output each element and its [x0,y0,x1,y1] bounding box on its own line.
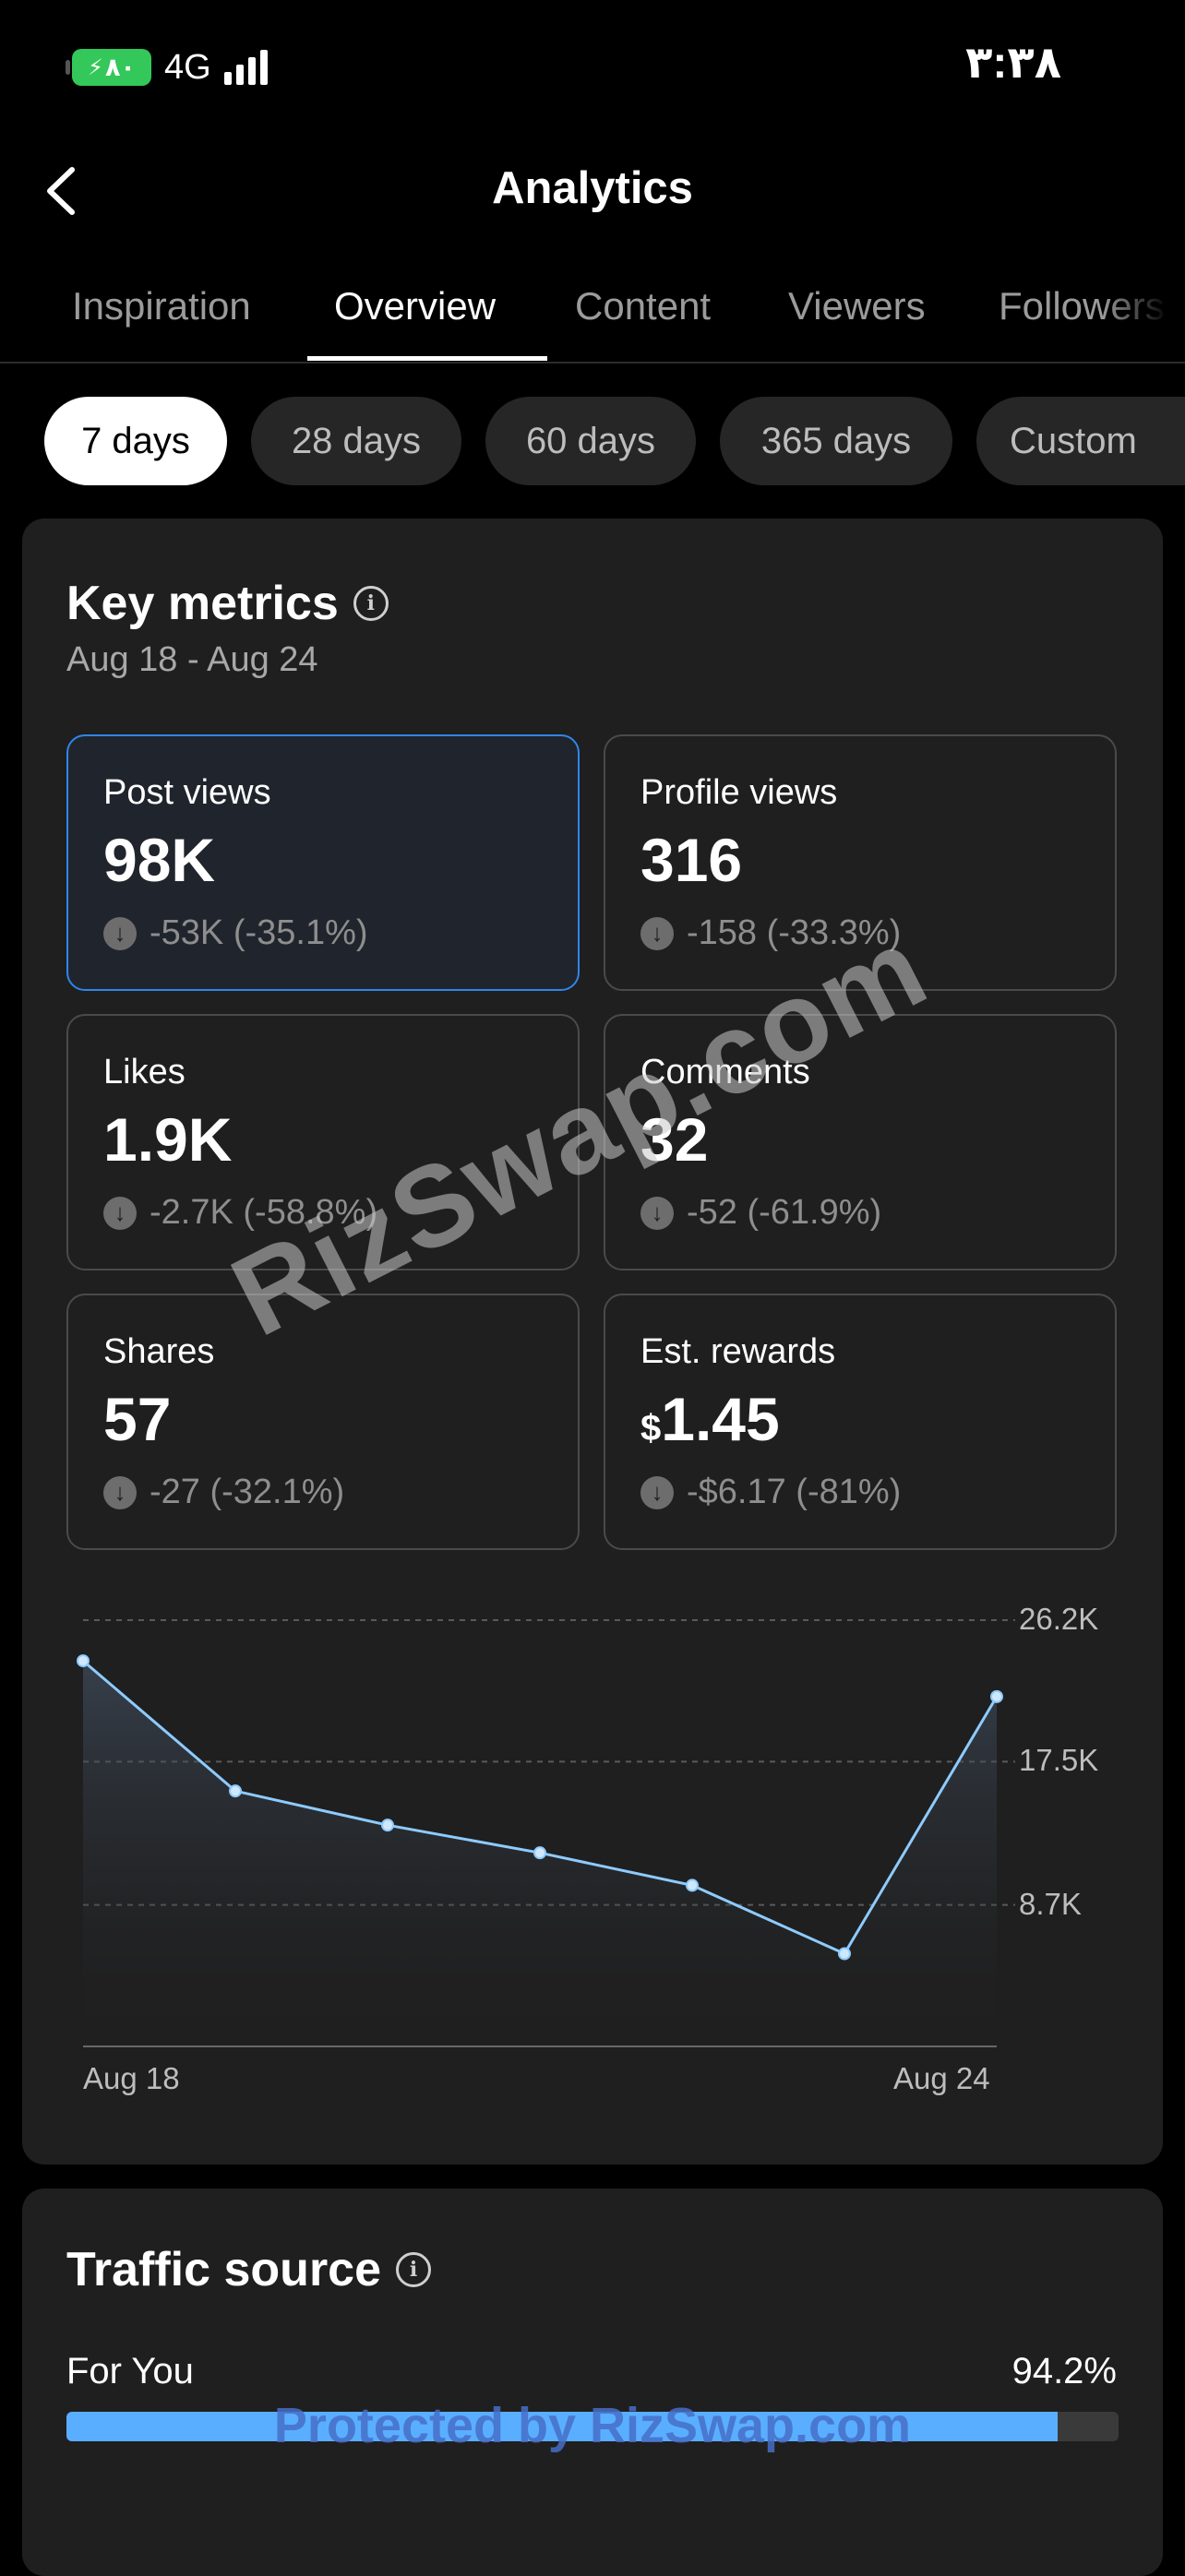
signal-icon [223,50,268,85]
range-28-days[interactable]: 28 days [251,397,461,485]
tab-content[interactable]: Content [575,284,712,328]
key-metrics-title: Key metrics [66,577,339,630]
range-365-days[interactable]: 365 days [720,397,952,485]
traffic-source-bar-fill [66,2412,1058,2441]
data-point[interactable] [686,1878,699,1892]
active-tab-indicator [307,356,547,361]
battery-icon: ⚡ ۸۰ [66,49,151,86]
metric-change: -158 (-33.3%) [687,913,902,952]
watermark-bottom: Protected by RizSwap.com [273,2398,912,2453]
metric-change: -$6.17 (-81%) [687,1473,902,1511]
traffic-source-bar [66,2412,1119,2441]
info-icon[interactable]: i [353,586,389,621]
tabs-fade [1102,277,1185,360]
y-tick-label: 17.5K [1019,1743,1099,1778]
metric-currency: $ [640,1408,662,1449]
range-60-days[interactable]: 60 days [485,397,696,485]
data-point[interactable] [77,1654,90,1668]
status-time: ۳:۳۸ [965,39,1061,88]
data-point[interactable] [838,1947,851,1961]
network-type: 4G [164,47,211,87]
metric-value: 57 [103,1385,172,1453]
metric-comments[interactable]: Comments 32 ↓ -52 (-61.9%) [604,1014,1117,1270]
data-point[interactable] [229,1784,242,1798]
metric-label: Post views [103,773,271,812]
metric-est-rewards[interactable]: Est. rewards $1.45 ↓ -$6.17 (-81%) [604,1294,1117,1550]
y-tick-label: 8.7K [1019,1886,1082,1921]
data-point[interactable] [990,1689,1003,1703]
arrow-down-icon: ↓ [640,1475,674,1509]
metric-change: -27 (-32.1%) [150,1473,345,1511]
metric-value: 1.9K [103,1105,233,1174]
arrow-down-icon: ↓ [103,1475,137,1509]
range-custom[interactable]: Custom [976,397,1185,485]
y-tick-label: 26.2K [1019,1602,1099,1636]
traffic-source-header: Traffic source i [66,2242,432,2297]
arrow-down-icon: ↓ [103,1196,137,1230]
metric-value: 98K [103,826,216,894]
metric-change: -2.7K (-58.8%) [150,1193,378,1232]
data-point[interactable] [381,1819,394,1832]
traffic-source-value: 94.2% [1011,2351,1117,2391]
tab-overview[interactable]: Overview [334,284,497,328]
page-title: Analytics [492,163,693,213]
metric-label: Est. rewards [640,1332,836,1371]
metric-change: -53K (-35.1%) [150,913,368,952]
metric-label: Comments [640,1053,810,1091]
chevron-left-icon[interactable] [39,159,85,223]
battery-level: ۸۰ [104,53,136,81]
arrow-down-icon: ↓ [640,916,674,950]
arrow-down-icon: ↓ [640,1196,674,1230]
metric-value: 316 [640,826,743,894]
tab-bar: Inspiration Overview Content Viewers Fol… [0,277,1185,364]
metric-post-views[interactable]: Post views 98K ↓ -53K (-35.1%) [66,734,580,991]
metric-value: 32 [640,1105,709,1174]
data-point[interactable] [533,1846,546,1860]
key-metrics-header: Key metrics i [66,576,389,631]
tab-inspiration[interactable]: Inspiration [72,284,251,328]
metric-change: -52 (-61.9%) [687,1193,882,1232]
arrow-down-icon: ↓ [103,916,137,950]
range-7-days[interactable]: 7 days [44,397,227,485]
traffic-source-title: Traffic source [66,2243,382,2296]
traffic-source-card [22,2188,1163,2576]
metric-label: Shares [103,1332,215,1371]
x-tick-label: Aug 24 [893,2061,990,2095]
tab-viewers[interactable]: Viewers [788,284,926,328]
date-range: Aug 18 - Aug 24 [66,640,318,679]
chart-svg [77,1619,1015,2047]
post-views-chart: 26.2K 17.5K 8.7K Aug 18 Aug 24 [22,1568,1163,2122]
status-bar-left: ⚡ ۸۰ 4G [66,44,268,90]
metric-value: 1.45 [661,1385,780,1453]
traffic-source-label: For You [66,2351,194,2391]
metric-likes[interactable]: Likes 1.9K ↓ -2.7K (-58.8%) [66,1014,580,1270]
metric-label: Likes [103,1053,186,1091]
x-tick-label: Aug 18 [83,2061,180,2095]
metric-label: Profile views [640,773,838,812]
metric-profile-views[interactable]: Profile views 316 ↓ -158 (-33.3%) [604,734,1117,991]
info-icon[interactable]: i [396,2252,432,2287]
metric-shares[interactable]: Shares 57 ↓ -27 (-32.1%) [66,1294,580,1550]
